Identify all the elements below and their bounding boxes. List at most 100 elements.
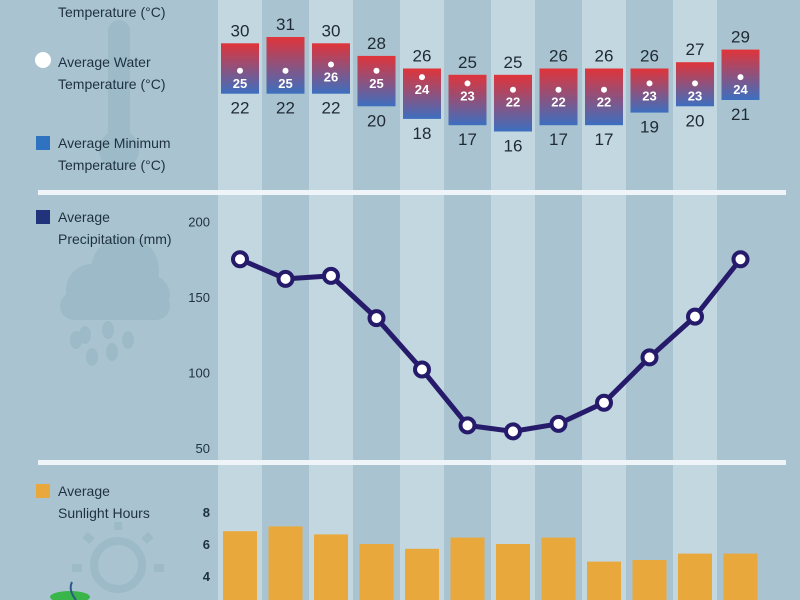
water-temp-dot bbox=[555, 86, 562, 93]
min-temp-label: 22 bbox=[276, 99, 295, 118]
precip-tick-label: 150 bbox=[188, 290, 210, 305]
precip-point bbox=[549, 414, 568, 433]
sun-tick-label: 4 bbox=[203, 569, 211, 584]
precip-point bbox=[276, 269, 295, 288]
precip-point bbox=[458, 416, 477, 435]
water-temp-label: 22 bbox=[597, 95, 611, 110]
min-temp-label: 16 bbox=[504, 137, 523, 156]
water-temp-label: 23 bbox=[460, 88, 474, 103]
water-temp-label: 25 bbox=[278, 76, 292, 91]
sun-icon bbox=[72, 522, 164, 593]
precip-point bbox=[640, 348, 659, 367]
sunlight-bar bbox=[678, 553, 712, 600]
max-temp-label: 25 bbox=[458, 53, 477, 72]
sunlight-bar bbox=[359, 544, 394, 600]
min-temp-swatch bbox=[36, 136, 50, 150]
sun-tick-label: 8 bbox=[203, 505, 210, 520]
water-temp-dot bbox=[464, 80, 471, 87]
max-temp-label: 25 bbox=[504, 53, 523, 72]
max-temp-label: 26 bbox=[640, 47, 659, 66]
max-temp-label: 28 bbox=[367, 34, 386, 53]
thermometer-icon bbox=[99, 20, 139, 170]
precip-point bbox=[231, 250, 249, 269]
min-temp-label: 17 bbox=[458, 130, 477, 149]
max-temp-label: 27 bbox=[686, 40, 705, 59]
water-temp-label: 25 bbox=[369, 76, 383, 91]
cloud-rain-icon bbox=[60, 236, 170, 366]
min-temp-label: 22 bbox=[231, 99, 250, 118]
sunlight-bar bbox=[314, 534, 348, 600]
legend-min-temp-line2: Temperature (°C) bbox=[58, 157, 166, 173]
legend-water-temp-line1: Average Water bbox=[58, 54, 151, 70]
water-temp-dot bbox=[328, 61, 334, 68]
temp-range-bar bbox=[494, 74, 532, 132]
water-temp-label: 23 bbox=[688, 88, 702, 103]
precip-point bbox=[595, 393, 613, 412]
precip-point bbox=[322, 266, 340, 285]
min-temp-label: 18 bbox=[413, 124, 432, 143]
leaf-icon bbox=[50, 581, 90, 600]
min-temp-label: 20 bbox=[686, 111, 705, 130]
sun-tick-label: 6 bbox=[203, 537, 210, 552]
legend-water-temp-line2: Temperature (°C) bbox=[58, 76, 166, 92]
water-temp-dot bbox=[419, 74, 425, 81]
background-icons bbox=[50, 20, 170, 600]
temp-range-bar bbox=[539, 68, 578, 126]
water-temp-dot bbox=[692, 80, 698, 87]
precip-tick-label: 50 bbox=[196, 441, 210, 456]
section-dividers bbox=[38, 190, 786, 465]
legend-precip-line2: Precipitation (mm) bbox=[58, 231, 172, 247]
min-temp-label: 17 bbox=[595, 130, 614, 149]
sunlight-bar bbox=[587, 561, 621, 600]
water-temp-dot bbox=[510, 86, 516, 93]
max-temp-label: 31 bbox=[276, 15, 295, 34]
precip-swatch bbox=[36, 210, 50, 224]
min-temp-label: 22 bbox=[322, 99, 341, 118]
legend-precip-line1: Average bbox=[58, 209, 110, 225]
sunlight-bar bbox=[632, 560, 667, 600]
precipitation-panel: 200 150 100 50 bbox=[188, 215, 750, 456]
sunlight-swatch bbox=[36, 484, 50, 498]
sunlight-bar bbox=[450, 537, 485, 600]
temp-range-bar bbox=[585, 68, 623, 126]
water-temp-label: 25 bbox=[233, 76, 247, 91]
temp-range-bar bbox=[266, 37, 305, 94]
temp-range-bar bbox=[357, 55, 396, 107]
month-band bbox=[309, 0, 353, 600]
legend-sun-line1: Average bbox=[58, 483, 110, 499]
water-temp-dot bbox=[373, 67, 380, 74]
water-temp-dot bbox=[282, 67, 289, 74]
water-temp-label: 24 bbox=[733, 82, 748, 97]
water-temp-dot bbox=[646, 80, 653, 87]
min-temp-label: 21 bbox=[731, 105, 750, 124]
water-temp-label: 24 bbox=[415, 82, 430, 97]
precip-point bbox=[413, 360, 431, 379]
max-temp-label: 26 bbox=[413, 47, 432, 66]
precip-tick-label: 200 bbox=[188, 215, 210, 230]
max-temp-label: 29 bbox=[731, 28, 750, 47]
min-temp-label: 19 bbox=[640, 118, 659, 137]
water-temp-label: 22 bbox=[551, 95, 565, 110]
temp-range-bar bbox=[630, 68, 669, 113]
water-temp-label: 23 bbox=[642, 88, 656, 103]
sunlight-bar bbox=[541, 537, 576, 600]
water-temp-dot bbox=[601, 86, 607, 93]
water-temp-swatch bbox=[35, 52, 51, 68]
max-temp-label: 30 bbox=[231, 21, 250, 40]
water-temp-dot bbox=[737, 74, 744, 81]
max-temp-label: 26 bbox=[549, 47, 568, 66]
sunlight-bar bbox=[405, 548, 439, 600]
legend-max-temp-label: Temperature (°C) bbox=[58, 4, 166, 20]
water-temp-label: 22 bbox=[506, 95, 520, 110]
precip-point bbox=[367, 309, 386, 328]
max-temp-label: 26 bbox=[595, 47, 614, 66]
sunlight-bar bbox=[223, 531, 257, 600]
precip-point bbox=[731, 250, 750, 269]
precip-tick-label: 100 bbox=[188, 366, 210, 381]
max-temp-label: 30 bbox=[322, 21, 341, 40]
precip-point bbox=[686, 307, 704, 326]
temperature-panel: 30 22 25 31 22 25 30 22 26 28 20 25 26 18 24 25 17 23 25 16… bbox=[221, 15, 760, 156]
sunlight-panel: 8 6 4 bbox=[203, 505, 758, 600]
min-temp-label: 17 bbox=[549, 130, 568, 149]
